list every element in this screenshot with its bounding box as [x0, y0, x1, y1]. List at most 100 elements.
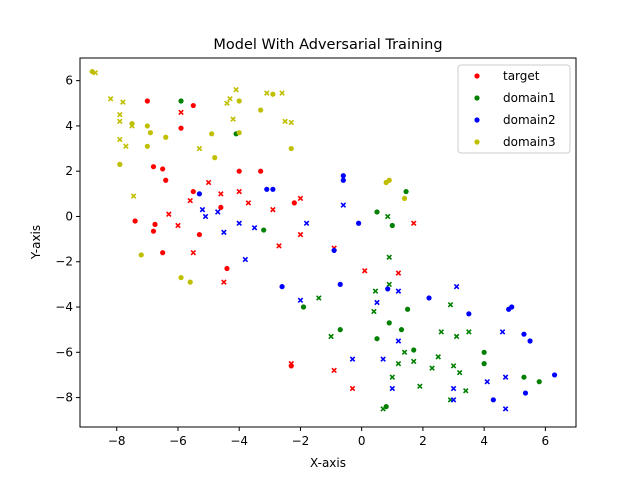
- legend-marker-domain2: [474, 117, 480, 123]
- x-axis-label: X-axis: [310, 456, 346, 470]
- chart-title: Model With Adversarial Training: [213, 37, 442, 53]
- x-tick-label: −8: [108, 434, 126, 448]
- data-point-domain3: [212, 155, 218, 161]
- data-point-domain3: [117, 161, 123, 167]
- data-point-domain3: [117, 136, 123, 143]
- data-point-domain2: [331, 247, 337, 254]
- legend-marker-target: [474, 73, 480, 79]
- data-point-domain1: [316, 295, 322, 301]
- x-tick-label: 6: [542, 434, 550, 448]
- data-point-domain2: [395, 338, 402, 344]
- data-point-domain1: [389, 222, 395, 229]
- data-point-target: [361, 268, 368, 274]
- data-point-domain3: [258, 107, 264, 113]
- data-point-domain1: [386, 281, 393, 288]
- data-point-domain1: [337, 327, 343, 333]
- x-tick-label: 2: [419, 434, 427, 448]
- data-point-domain2: [349, 356, 356, 362]
- data-point-domain2: [221, 229, 227, 236]
- data-point-domain3: [288, 145, 294, 152]
- data-point-domain1: [481, 349, 487, 355]
- data-point-domain2: [297, 297, 304, 303]
- data-point-domain1: [481, 361, 487, 367]
- data-point-domain1: [435, 354, 441, 360]
- data-point-target: [224, 265, 230, 272]
- data-point-domain2: [264, 186, 270, 192]
- data-point-target: [150, 228, 157, 234]
- data-point-domain3: [117, 111, 123, 118]
- data-point-domain3: [144, 143, 150, 149]
- data-point-domain3: [178, 274, 184, 281]
- data-point-domain2: [279, 284, 285, 290]
- data-point-domain2: [389, 385, 396, 392]
- plot-frame: [79, 57, 577, 428]
- data-point-target: [349, 385, 356, 392]
- data-point-domain1: [384, 213, 391, 220]
- data-point-target: [297, 195, 304, 202]
- legend-marker-domain3: [474, 139, 480, 145]
- data-point-target: [178, 125, 184, 131]
- data-point-target: [187, 197, 193, 204]
- data-point-target: [196, 231, 203, 238]
- data-point-domain1: [429, 365, 435, 371]
- data-point-domain3: [120, 99, 126, 105]
- data-point-domain1: [380, 406, 386, 412]
- data-point-domain3: [227, 95, 233, 102]
- data-point-domain2: [340, 202, 347, 208]
- data-point-target: [152, 221, 158, 227]
- data-point-domain1: [447, 301, 454, 308]
- data-point-target: [297, 231, 304, 238]
- data-point-target: [218, 204, 224, 211]
- data-point-domain3: [230, 116, 236, 122]
- data-point-domain1: [536, 379, 542, 385]
- data-point-target: [218, 191, 224, 197]
- data-point-target: [166, 211, 172, 217]
- x-tick-label: −4: [230, 434, 248, 448]
- data-point-domain3: [144, 123, 150, 129]
- data-point-domain1: [395, 360, 402, 367]
- data-point-domain1: [372, 288, 379, 294]
- data-point-domain3: [279, 90, 285, 96]
- data-point-domain2: [356, 220, 362, 226]
- y-tick-label: −6: [55, 345, 73, 359]
- data-point-target: [291, 200, 297, 206]
- data-point-domain1: [386, 254, 393, 260]
- data-point-domain1: [453, 333, 460, 340]
- x-tick-label: 4: [480, 434, 488, 448]
- series-target: [132, 98, 417, 392]
- data-point-target: [221, 279, 227, 285]
- data-point-target: [205, 179, 212, 186]
- data-point-domain2: [453, 283, 460, 290]
- legend-label-domain2: domain2: [503, 113, 556, 127]
- data-point-domain2: [502, 406, 509, 412]
- legend-box: [457, 64, 571, 154]
- series-domain3: [89, 68, 408, 285]
- data-point-domain1: [466, 329, 472, 335]
- data-point-domain2: [270, 186, 276, 192]
- data-point-domain1: [328, 333, 334, 340]
- data-point-domain3: [147, 130, 154, 136]
- data-point-domain2: [551, 372, 558, 378]
- data-point-domain2: [242, 256, 249, 263]
- data-point-domain2: [466, 311, 472, 317]
- data-point-target: [132, 218, 138, 224]
- data-point-domain1: [438, 329, 445, 335]
- data-point-target: [190, 102, 196, 109]
- data-point-domain2: [337, 281, 343, 287]
- data-point-domain1: [374, 209, 380, 215]
- data-point-domain3: [163, 134, 169, 140]
- data-point-domain2: [509, 304, 515, 310]
- data-point-domain3: [282, 118, 288, 125]
- x-tick-label: −2: [292, 434, 310, 448]
- data-point-domain2: [385, 286, 391, 292]
- data-point-domain2: [522, 390, 529, 396]
- x-tick-label: 0: [358, 434, 366, 448]
- data-point-domain2: [484, 378, 490, 385]
- data-point-domain1: [300, 304, 307, 310]
- data-point-domain2: [199, 206, 206, 213]
- data-point-domain2: [521, 331, 527, 337]
- y-tick-label: 6: [65, 74, 73, 88]
- data-point-target: [395, 270, 402, 276]
